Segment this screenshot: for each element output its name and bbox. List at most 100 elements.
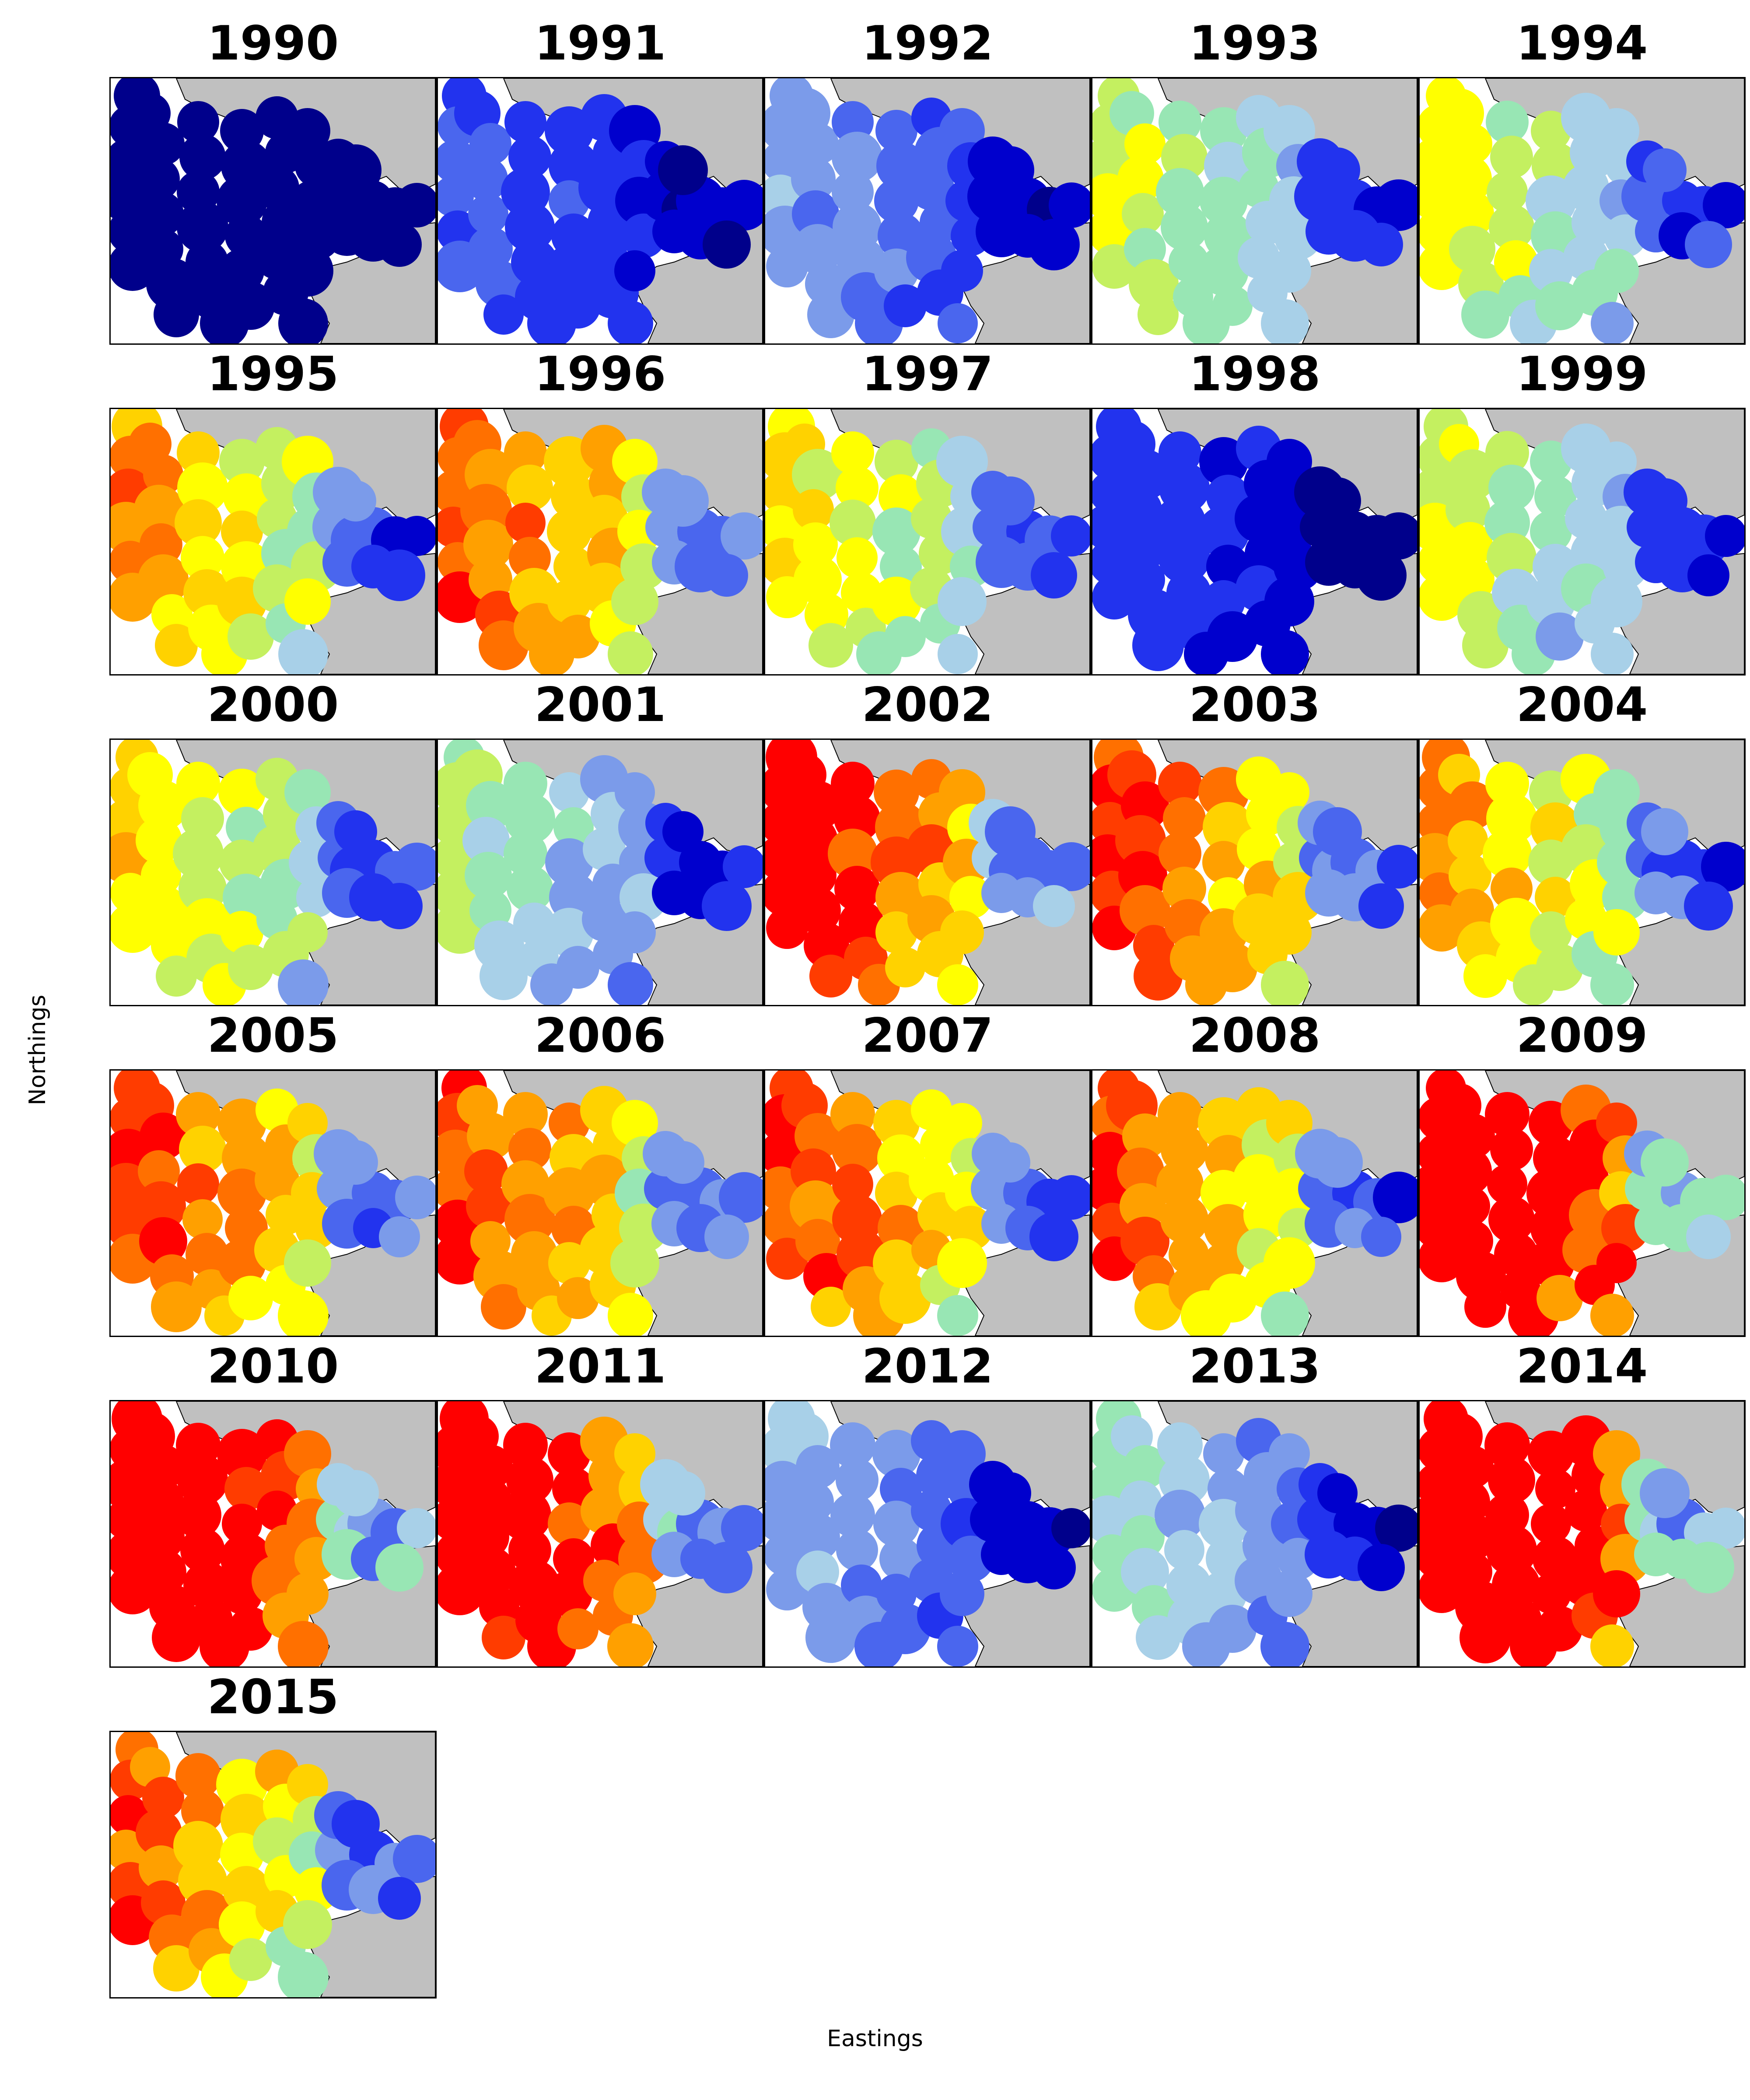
region-cell <box>704 1214 749 1259</box>
region-cell <box>153 1945 200 1992</box>
panel-title-1993: 1993 <box>1189 16 1321 71</box>
region-cell <box>1122 193 1164 235</box>
region-cell <box>1703 182 1744 228</box>
region-cell <box>1683 1542 1734 1593</box>
region-cell <box>721 1505 763 1551</box>
panel-title-2015: 2015 <box>207 1670 339 1725</box>
region-cell <box>284 769 331 816</box>
region-cell <box>140 1549 186 1595</box>
region-cell <box>223 874 270 921</box>
region-cell <box>218 1239 266 1287</box>
region-cell <box>1120 1183 1166 1229</box>
region-cell <box>223 473 270 520</box>
region-cell <box>1269 1433 1310 1474</box>
region-cell <box>1535 877 1576 918</box>
region-cell <box>940 910 984 954</box>
region-cell <box>182 1199 223 1239</box>
region-cell <box>177 201 228 253</box>
region-cell <box>1161 134 1208 180</box>
panel-title-2003: 2003 <box>1189 678 1321 732</box>
map-svg-1996 <box>438 409 763 674</box>
region-cell <box>885 616 926 657</box>
region-cell <box>287 1103 328 1143</box>
panel-title-1994: 1994 <box>1516 16 1648 71</box>
region-cell <box>1642 478 1687 524</box>
region-cells <box>438 1401 763 1666</box>
region-cell <box>1484 1422 1530 1468</box>
region-cell <box>911 1089 952 1130</box>
region-cell <box>1488 1196 1535 1242</box>
region-cell <box>397 516 435 556</box>
region-cell <box>225 1207 268 1250</box>
region-cell <box>830 1493 875 1537</box>
region-cell <box>395 1176 435 1219</box>
region-cell <box>1164 1530 1204 1570</box>
region-cell <box>1596 1243 1637 1283</box>
region-cell <box>875 911 917 953</box>
region-cell <box>832 171 874 213</box>
map-panel-1994 <box>1418 77 1746 345</box>
region-cell <box>141 1880 186 1925</box>
region-cell <box>469 558 512 602</box>
region-cell <box>1591 576 1642 627</box>
region-cell <box>885 947 925 987</box>
region-cell <box>1445 1512 1495 1562</box>
region-cell <box>137 1513 185 1561</box>
map-panel-1991 <box>437 77 764 345</box>
region-cell <box>1449 1113 1495 1159</box>
region-cell <box>548 1242 590 1284</box>
region-cell <box>181 536 224 580</box>
region-cell <box>1685 221 1732 268</box>
region-cell <box>1464 1286 1506 1328</box>
region-cell <box>874 178 919 223</box>
region-cell <box>607 1623 654 1666</box>
region-cell <box>220 1833 264 1876</box>
region-cell <box>1530 911 1572 953</box>
region-cell <box>1485 431 1529 475</box>
region-cell <box>1537 1606 1582 1652</box>
panel-title-1992: 1992 <box>861 16 994 71</box>
panel-title-2014: 2014 <box>1516 1339 1648 1394</box>
region-cell <box>180 1528 225 1572</box>
region-cell <box>1373 1172 1417 1223</box>
region-cell <box>278 629 328 674</box>
region-cell <box>611 578 658 625</box>
region-cell <box>1531 111 1571 151</box>
region-cell <box>462 817 510 864</box>
region-cell <box>284 1430 331 1477</box>
region-cell <box>830 1422 875 1468</box>
region-cell <box>220 911 263 954</box>
region-cell <box>1158 762 1202 805</box>
region-cell <box>507 865 553 912</box>
map-svg-2001 <box>438 740 763 1005</box>
region-cell <box>374 550 425 601</box>
region-cell <box>1447 522 1493 567</box>
region-cell <box>1169 242 1209 282</box>
region-cell <box>1166 570 1211 615</box>
region-cell <box>790 1180 841 1232</box>
region-cell <box>1121 1515 1165 1559</box>
region-cell <box>721 512 763 560</box>
region-cell <box>177 1163 219 1205</box>
region-cell <box>841 1564 882 1606</box>
region-cell <box>1486 101 1529 144</box>
region-cell <box>332 1800 380 1848</box>
region-cells <box>438 78 763 343</box>
region-cell <box>831 762 875 805</box>
region-cell <box>469 123 511 165</box>
region-cell <box>1261 630 1309 674</box>
panel-title-1996: 1996 <box>534 347 666 402</box>
region-cell <box>557 1608 598 1649</box>
region-cell <box>612 439 658 484</box>
region-cell <box>873 1501 920 1547</box>
region-cell <box>1266 1571 1312 1617</box>
region-cell <box>949 876 992 919</box>
map-svg-2002 <box>765 740 1090 1005</box>
region-cell <box>1119 1480 1162 1523</box>
region-cell <box>1594 108 1639 154</box>
region-cell <box>1701 842 1744 892</box>
region-cell <box>547 509 592 554</box>
region-cell <box>1120 1217 1169 1266</box>
region-cell <box>1594 248 1639 293</box>
region-cell <box>229 1938 272 1981</box>
